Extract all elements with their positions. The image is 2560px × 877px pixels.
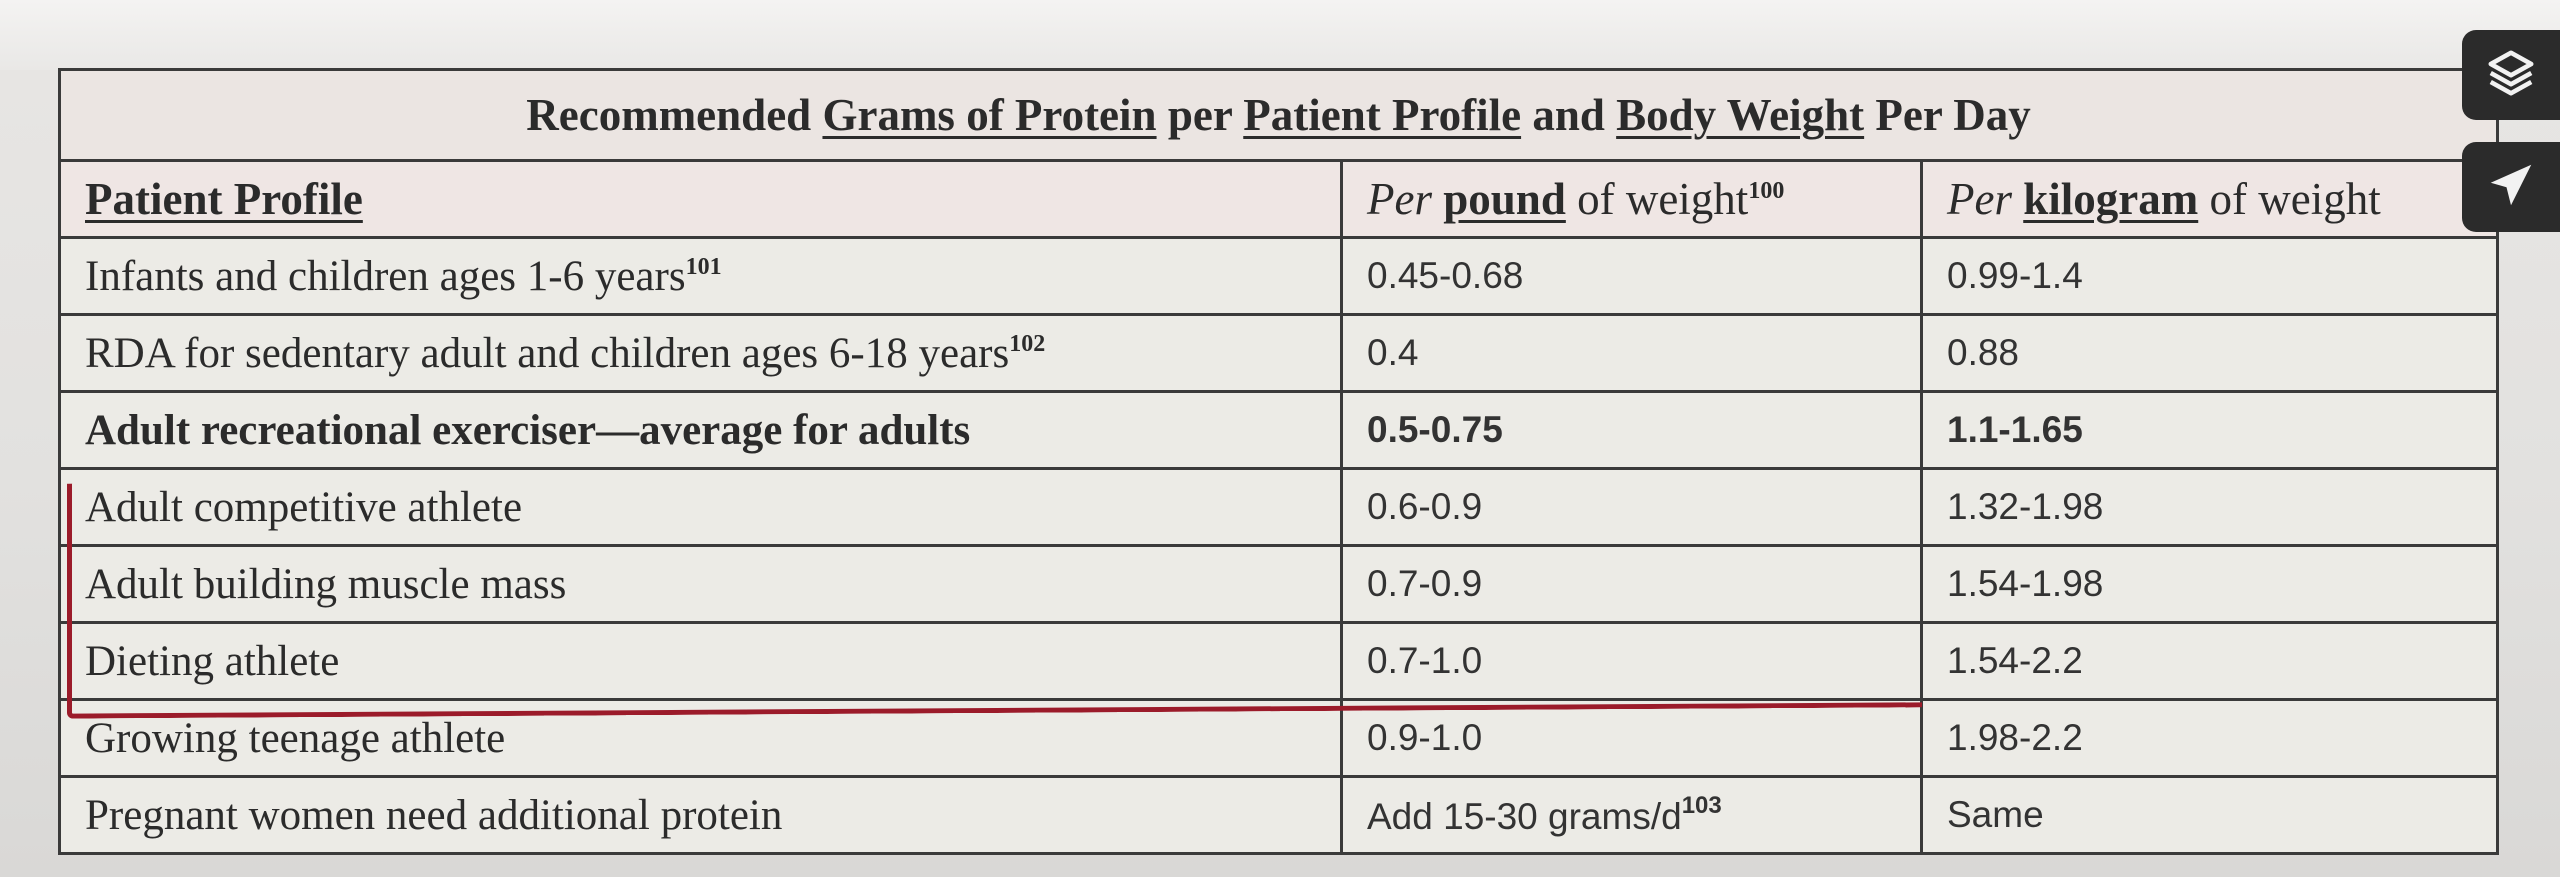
- header-label: Patient Profile: [85, 174, 363, 224]
- table-row: Pregnant women need additional protein A…: [58, 775, 2500, 855]
- cell-per-kg: 1.54-1.98: [1919, 544, 2500, 624]
- cell-per-pound: 0.7-1.0: [1340, 621, 1923, 701]
- header-key: pound: [1443, 174, 1566, 224]
- footnote-ref: 103: [1681, 792, 1722, 819]
- table-body: Infants and children ages 1-6 years101 0…: [58, 236, 2500, 855]
- profile-text: Dieting athlete: [85, 637, 340, 685]
- table-title-row: Recommended Grams of Protein per Patient…: [57, 68, 2500, 162]
- cell-per-pound: 0.45-0.68: [1340, 236, 1923, 316]
- cell-profile: RDA for sedentary adult and children age…: [58, 313, 1343, 393]
- header-per-kilogram: Per kilogram of weight: [1919, 159, 2500, 239]
- profile-text: Pregnant women need additional protein: [85, 791, 783, 839]
- cell-per-kg: Same: [1919, 775, 2500, 855]
- table-row: RDA for sedentary adult and children age…: [58, 313, 2500, 393]
- table-row: Adult recreational exerciser—average for…: [58, 390, 2500, 470]
- cell-per-kg: 1.98-2.2: [1919, 698, 2500, 778]
- cell-per-pound: 0.4: [1340, 313, 1923, 393]
- cell-per-pound: 0.9-1.0: [1340, 698, 1923, 778]
- send-button[interactable]: [2462, 142, 2560, 232]
- header-label: Per: [1367, 174, 1444, 224]
- title-part: Per Day: [1864, 90, 2031, 140]
- header-patient-profile: Patient Profile: [58, 159, 1343, 239]
- cell-profile: Adult recreational exerciser—average for…: [58, 390, 1343, 470]
- title-part: Grams of Protein: [822, 90, 1157, 140]
- send-icon: [2484, 158, 2538, 216]
- profile-text: Growing teenage athlete: [85, 714, 506, 762]
- cell-profile: Pregnant women need additional protein: [58, 775, 1343, 855]
- title-part: Body Weight: [1616, 90, 1865, 140]
- page-top: [0, 0, 2560, 70]
- cell-per-kg: 1.32-1.98: [1919, 467, 2500, 547]
- title-part: and: [1521, 90, 1617, 140]
- header-per-pound: Per pound of weight100: [1340, 159, 1923, 239]
- profile-text: Adult competitive athlete: [85, 483, 523, 531]
- footnote-ref: 101: [685, 253, 722, 280]
- column-header-row: Patient Profile Per pound of weight100 P…: [58, 159, 2500, 239]
- header-label: of weight: [1565, 174, 1749, 224]
- cell-per-pound: Add 15-30 grams/d103: [1340, 775, 1923, 855]
- title-part: per: [1156, 90, 1244, 140]
- cell-per-kg: 0.99-1.4: [1919, 236, 2500, 316]
- cell-per-kg: 1.54-2.2: [1919, 621, 2500, 701]
- value-text: Add 15-30 grams/d: [1367, 796, 1682, 837]
- profile-text: RDA for sedentary adult and children age…: [85, 329, 1010, 377]
- footnote-ref: 102: [1009, 330, 1046, 357]
- table-title: Recommended Grams of Protein per Patient…: [57, 68, 2500, 162]
- cell-per-kg: 1.1-1.65: [1919, 390, 2500, 470]
- cell-profile: Growing teenage athlete: [58, 698, 1343, 778]
- table-row: Growing teenage athlete 0.9-1.0 1.98-2.2: [58, 698, 2500, 778]
- table-row: Adult competitive athlete 0.6-0.9 1.32-1…: [58, 467, 2500, 547]
- cell-per-pound: 0.5-0.75: [1340, 390, 1923, 470]
- layers-button[interactable]: [2462, 30, 2560, 120]
- profile-text: Adult building muscle mass: [85, 560, 567, 608]
- cell-per-pound: 0.7-0.9: [1340, 544, 1923, 624]
- cell-profile: Infants and children ages 1-6 years101: [58, 236, 1343, 316]
- cell-profile: Adult competitive athlete: [58, 467, 1343, 547]
- layers-icon: [2484, 46, 2538, 104]
- table-row: Infants and children ages 1-6 years101 0…: [58, 236, 2500, 316]
- title-part: Recommended: [526, 90, 823, 140]
- cell-profile: Dieting athlete: [58, 621, 1343, 701]
- cell-profile: Adult building muscle mass: [58, 544, 1343, 624]
- title-part: Patient Profile: [1243, 90, 1522, 140]
- footnote-ref: 100: [1748, 178, 1785, 204]
- profile-text: Infants and children ages 1-6 years: [85, 252, 686, 300]
- header-key: kilogram: [2023, 174, 2199, 224]
- protein-table: Recommended Grams of Protein per Patient…: [57, 68, 2500, 855]
- cell-per-pound: 0.6-0.9: [1340, 467, 1923, 547]
- profile-text: Adult recreational exerciser—average for…: [85, 406, 971, 454]
- table-row: Dieting athlete 0.7-1.0 1.54-2.2: [58, 621, 2500, 701]
- header-label: of weight: [2198, 174, 2381, 224]
- table-row: Adult building muscle mass 0.7-0.9 1.54-…: [58, 544, 2500, 624]
- cell-per-kg: 0.88: [1919, 313, 2500, 393]
- header-label: Per: [1947, 174, 2024, 224]
